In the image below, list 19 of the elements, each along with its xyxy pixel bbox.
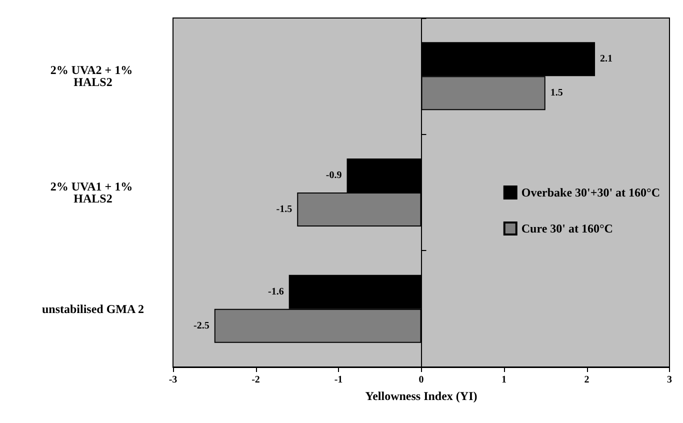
legend-label: Overbake 30'+30' at 160°C — [521, 186, 660, 200]
x-tick-label: -3 — [168, 374, 178, 386]
legend-label: Cure 30' at 160°C — [521, 222, 613, 236]
x-tick-label: 1 — [502, 374, 506, 386]
x-tick-label: -2 — [252, 374, 260, 386]
data-label: 2.1 — [600, 54, 613, 65]
data-label: -2.5 — [194, 320, 210, 332]
x-tick-label: 3 — [667, 374, 672, 386]
data-label: -1.6 — [268, 286, 284, 298]
x-tick-label: 0 — [418, 374, 424, 386]
x-tick-label: 2 — [584, 374, 590, 386]
y-tick-label: 2% UVA1 + 1% HALS2 — [50, 180, 136, 206]
data-label: 1.5 — [550, 88, 563, 99]
data-label: -1.5 — [276, 204, 292, 215]
y-tick-label: unstabilised GMA 2 — [42, 302, 144, 316]
x-tick-label: -1 — [334, 374, 343, 386]
y-tick-label: 2% UVA2 + 1% HALS2 — [50, 63, 136, 90]
x-axis-title: Yellowness Index (YI) — [365, 388, 478, 403]
data-label: -0.9 — [326, 170, 342, 181]
